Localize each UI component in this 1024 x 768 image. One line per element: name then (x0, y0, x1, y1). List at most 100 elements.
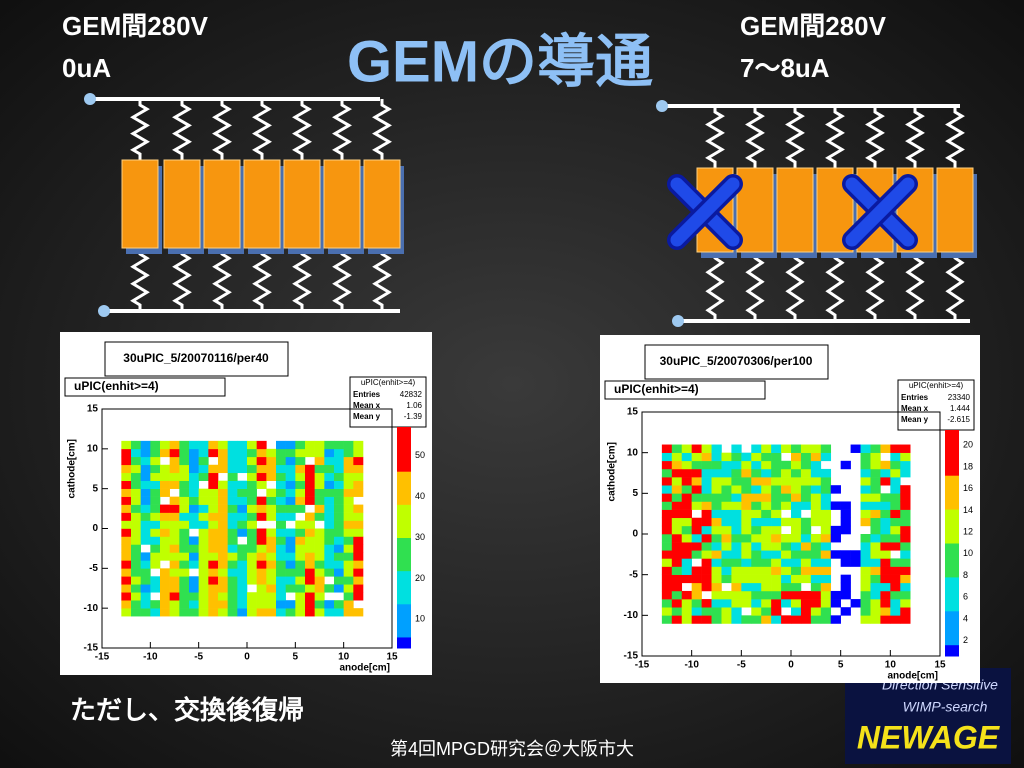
heat-cell (343, 576, 354, 585)
heat-cell (189, 512, 199, 521)
heat-cell (140, 448, 151, 458)
heat-cell (227, 552, 238, 561)
heat-cell (334, 536, 344, 545)
heat-cell (820, 534, 832, 543)
heat-cell (314, 528, 325, 537)
heat-cell (131, 520, 141, 529)
heat-cell (295, 584, 306, 593)
heat-cell (179, 520, 190, 529)
heat-cell (256, 560, 267, 569)
heat-cell (237, 600, 248, 609)
heat-cell (208, 592, 219, 601)
heat-cell (880, 582, 891, 592)
heat-cell (731, 493, 742, 502)
y-tick-label: 5 (632, 488, 638, 499)
heat-cell (870, 501, 881, 510)
heat-cell (150, 456, 161, 466)
y-tick-label: 10 (627, 447, 639, 458)
heat-cell (771, 542, 782, 551)
y-axis-label: cathode[cm] (67, 439, 78, 498)
colorbar-cell (397, 515, 411, 522)
heat-cell (721, 607, 732, 616)
heat-cell (731, 485, 742, 494)
heat-cell (169, 560, 180, 569)
heat-cell (661, 607, 673, 616)
heat-cell (671, 468, 683, 478)
terminal (672, 315, 684, 327)
heat-cell (179, 528, 190, 537)
heat-cell (247, 544, 257, 553)
heat-cell (198, 600, 209, 609)
heat-cell (237, 544, 248, 553)
heat-cell (314, 472, 325, 481)
heat-cell (701, 599, 712, 608)
heat-cell (150, 472, 161, 481)
run-box (104, 341, 289, 377)
heat-cell (160, 480, 170, 489)
heat-cell (256, 528, 267, 537)
heat-cell (751, 517, 762, 527)
stats-key: Mean y (901, 415, 929, 424)
heat-cell (169, 448, 180, 458)
heat-cell (256, 480, 267, 489)
heat-cell (721, 534, 732, 543)
heat-cell (353, 560, 364, 569)
heat-cell (771, 493, 782, 502)
colorbar-cell (397, 565, 411, 572)
heat-cell (343, 600, 354, 609)
heat-cell (751, 607, 762, 616)
heat-cell (256, 536, 267, 545)
heat-cell (140, 600, 151, 609)
heat-cell (198, 584, 209, 593)
heat-cell (820, 550, 832, 559)
heat-cell (208, 600, 219, 609)
heat-cell (256, 496, 267, 505)
heat-cell (900, 615, 911, 624)
heat-cell (121, 504, 132, 513)
heat-cell (681, 509, 692, 519)
colorbar-cell (945, 633, 959, 640)
heat-cell (771, 460, 782, 470)
x-tick-label: -10 (684, 660, 699, 671)
heat-cell (266, 456, 277, 466)
heat-cell (179, 496, 190, 505)
heat-cell (276, 456, 286, 466)
cross (670, 177, 740, 247)
heat-cell (671, 542, 683, 551)
heat-cell (334, 448, 344, 458)
heat-cell (820, 477, 832, 486)
x-tick-label: 15 (934, 660, 946, 671)
heat-cell (295, 568, 306, 577)
heat-cell (890, 566, 901, 575)
heat-cell (208, 440, 219, 450)
heat-cell (781, 590, 792, 600)
heat-cell (721, 493, 732, 502)
heat-cell (870, 542, 881, 551)
heat-cell (860, 468, 871, 478)
x-axis-label: anode[cm] (887, 671, 938, 682)
heat-cell (160, 440, 170, 450)
heat-cell (830, 501, 841, 510)
heat-cell (218, 440, 228, 450)
heat-cell (198, 608, 209, 617)
x-tick-label: 0 (244, 652, 250, 663)
heat-cell (334, 464, 344, 474)
heat-cell (771, 444, 782, 453)
heat-cell (840, 517, 851, 527)
heat-cell (791, 582, 802, 592)
heat-cell (189, 536, 199, 545)
heat-cell (305, 568, 315, 577)
heat-cell (701, 615, 712, 624)
heat-cell (121, 480, 132, 489)
heat-cell (681, 574, 692, 584)
hist-title: uPIC(enhit>=4) (614, 382, 699, 396)
heat-cell (880, 444, 891, 453)
stats-value: 23340 (948, 393, 971, 402)
heat-cell (276, 576, 286, 585)
heat-cell (131, 560, 141, 569)
heat-cell (771, 468, 782, 478)
heat-cell (160, 472, 170, 481)
stats-key: Mean x (353, 401, 381, 410)
heat-cell (227, 464, 238, 474)
colorbar-cell (397, 642, 411, 649)
